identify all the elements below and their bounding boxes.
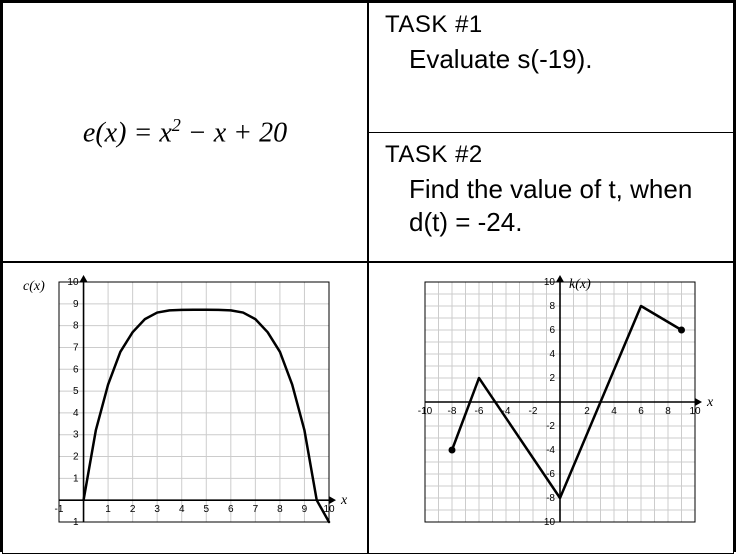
task-1-body: Evaluate s(-19). <box>385 43 717 77</box>
chart-c-title: c(x) <box>23 279 45 294</box>
svg-text:4: 4 <box>549 349 555 360</box>
task-2-title: TASK #2 <box>385 141 717 169</box>
svg-text:-10: -10 <box>418 406 433 417</box>
svg-text:3: 3 <box>154 504 160 515</box>
task-2-body: Find the value of t, when d(t) = -24. <box>385 173 717 241</box>
svg-text:5: 5 <box>203 504 209 515</box>
tasks-panel: TASK #1 Evaluate s(-19). TASK #2 Find th… <box>368 2 734 262</box>
task-2: TASK #2 Find the value of t, when d(t) =… <box>369 133 733 262</box>
svg-text:6: 6 <box>549 325 555 336</box>
svg-text:4: 4 <box>611 406 617 417</box>
svg-text:-8: -8 <box>546 493 555 504</box>
svg-text:2: 2 <box>584 406 590 417</box>
svg-text:1: 1 <box>73 473 79 484</box>
svg-text:5: 5 <box>73 386 79 397</box>
svg-text:-4: -4 <box>546 445 555 456</box>
svg-text:7: 7 <box>73 342 79 353</box>
svg-text:9: 9 <box>73 299 79 310</box>
svg-text:8: 8 <box>665 406 671 417</box>
svg-text:6: 6 <box>73 364 79 375</box>
svg-text:8: 8 <box>549 301 555 312</box>
svg-text:2: 2 <box>73 452 79 463</box>
chart-c-panel: -112345678910-112345678910c(x)x <box>2 262 368 554</box>
svg-text:-2: -2 <box>546 421 555 432</box>
svg-text:7: 7 <box>253 504 259 515</box>
svg-text:8: 8 <box>73 321 79 332</box>
svg-text:2: 2 <box>130 504 136 515</box>
svg-text:-8: -8 <box>448 406 457 417</box>
task-1-title: TASK #1 <box>385 11 717 39</box>
equation-text: e(x) = x2 − x + 20 <box>83 115 287 149</box>
svg-text:4: 4 <box>73 408 79 419</box>
svg-text:-1: -1 <box>55 504 64 515</box>
svg-text:8: 8 <box>277 504 283 515</box>
svg-text:-1: -1 <box>70 517 79 528</box>
svg-text:1: 1 <box>105 504 111 515</box>
svg-text:2: 2 <box>549 373 555 384</box>
svg-text:3: 3 <box>73 430 79 441</box>
svg-text:10: 10 <box>67 277 79 288</box>
svg-text:10: 10 <box>689 406 701 417</box>
equation-panel: e(x) = x2 − x + 20 <box>2 2 368 262</box>
task-1: TASK #1 Evaluate s(-19). <box>369 3 733 133</box>
chart-c-xlabel: x <box>340 493 348 508</box>
chart-k-panel: -10-8-6-4-2246810-10-8-6-4-2246810k(x)x <box>368 262 734 554</box>
svg-text:4: 4 <box>179 504 185 515</box>
chart-k-xlabel: x <box>706 395 714 410</box>
svg-text:6: 6 <box>228 504 234 515</box>
svg-text:6: 6 <box>638 406 644 417</box>
svg-text:-2: -2 <box>529 406 538 417</box>
chart-c-svg: -112345678910-112345678910c(x)x <box>15 268 355 548</box>
chart-k-title: k(x) <box>569 277 591 292</box>
svg-text:10: 10 <box>544 277 556 288</box>
svg-text:-6: -6 <box>475 406 484 417</box>
chart-k-svg: -10-8-6-4-2246810-10-8-6-4-2246810k(x)x <box>381 268 721 548</box>
svg-text:-10: -10 <box>541 517 556 528</box>
svg-text:9: 9 <box>302 504 308 515</box>
